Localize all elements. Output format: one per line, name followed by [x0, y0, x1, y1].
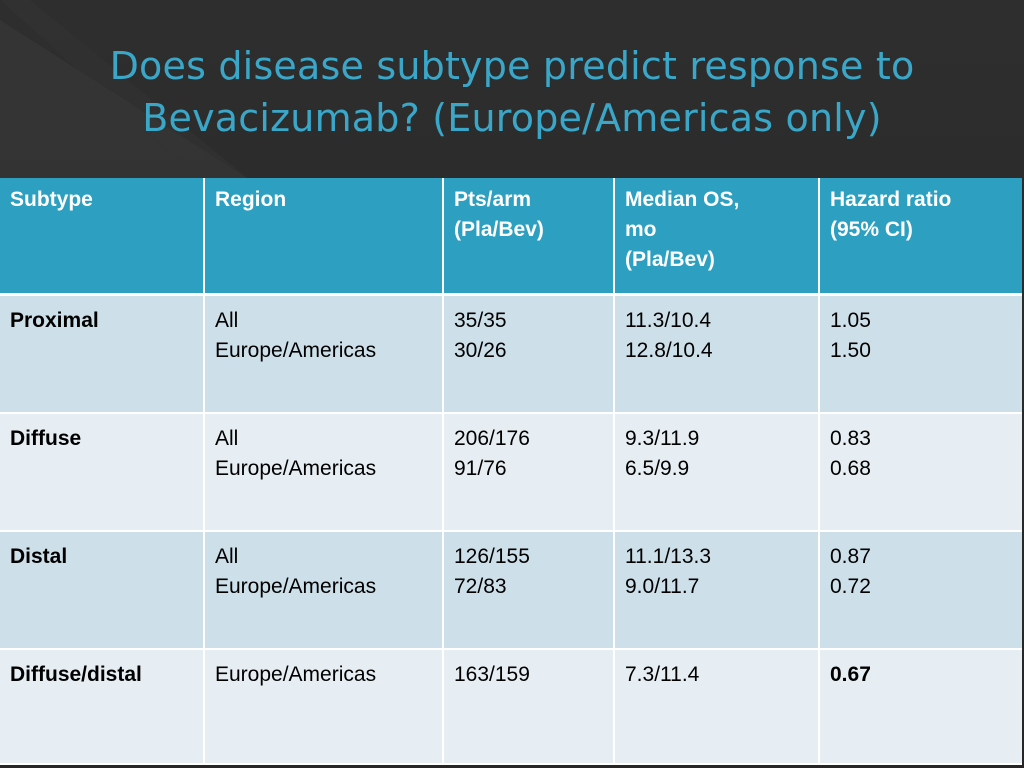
median-os-line-2: 12.8/10.4	[625, 339, 713, 362]
pts-arm-line-1: 35/35	[454, 309, 507, 332]
slide-title-line-2: Bevacizumab? (Europe/Americas only)	[142, 96, 882, 140]
slide-title: Does disease subtype predict response to…	[30, 40, 994, 144]
table-row-distal: Distal All Europe/Americas 126/155 72/83…	[0, 530, 1022, 650]
cell-subtype: Proximal	[0, 294, 205, 414]
cell-region: All Europe/Americas	[204, 530, 444, 650]
subtype-label: Proximal	[10, 309, 99, 332]
cell-hazard-ratio: 0.67	[819, 648, 1022, 765]
cell-region: Europe/Americas	[204, 648, 444, 765]
header-hazard-ratio-line-2: (95% CI)	[830, 218, 913, 241]
table-header-row: Subtype Region Pts/arm (Pla/Bev) Median …	[0, 178, 1022, 296]
subtype-label: Diffuse/distal	[10, 662, 142, 686]
subtype-label: Distal	[10, 544, 68, 568]
cell-pts-arm: 35/35 30/26	[443, 294, 615, 414]
region-line-1: Europe/Americas	[215, 662, 377, 686]
pts-arm-line-1: 163/159	[454, 662, 530, 686]
header-region-line: Region	[215, 188, 287, 211]
median-os-line-1: 11.3/10.4	[625, 309, 712, 332]
pts-arm-line-1: 206/176	[454, 426, 530, 450]
hazard-ratio-line-2: 1.50	[830, 339, 871, 362]
header-median-os: Median OS, mo (Pla/Bev)	[614, 178, 820, 296]
median-os-line-1: 7.3/11.4	[625, 662, 700, 686]
region-line-2: Europe/Americas	[215, 456, 377, 480]
cell-hazard-ratio: 0.87 0.72	[819, 530, 1022, 650]
header-median-os-line-1: Median OS,	[625, 188, 740, 211]
header-region: Region	[204, 178, 444, 296]
header-pts-arm-line-1: Pts/arm	[454, 188, 532, 211]
header-subtype: Subtype	[0, 178, 205, 296]
header-median-os-line-2: mo	[625, 218, 657, 241]
cell-region: All Europe/Americas	[204, 412, 444, 532]
cell-pts-arm: 206/176 91/76	[443, 412, 615, 532]
table-row-proximal: Proximal All Europe/Americas 35/35 30/26…	[0, 294, 1022, 414]
slide-title-line-1: Does disease subtype predict response to	[109, 44, 915, 88]
subtype-response-table: Subtype Region Pts/arm (Pla/Bev) Median …	[0, 178, 1022, 765]
pts-arm-line-2: 30/26	[454, 339, 507, 362]
header-pts-arm-line-2: (Pla/Bev)	[454, 218, 544, 241]
median-os-line-1: 11.1/13.3	[625, 544, 712, 568]
cell-median-os: 11.1/13.3 9.0/11.7	[614, 530, 820, 650]
cell-subtype: Diffuse	[0, 412, 205, 532]
cell-region: All Europe/Americas	[204, 294, 444, 414]
hazard-ratio-line-1: 0.67	[830, 662, 871, 686]
region-line-2: Europe/Americas	[215, 339, 377, 362]
hazard-ratio-line-2: 0.72	[830, 574, 871, 598]
cell-pts-arm: 163/159	[443, 648, 615, 765]
cell-median-os: 11.3/10.4 12.8/10.4	[614, 294, 820, 414]
cell-pts-arm: 126/155 72/83	[443, 530, 615, 650]
header-median-os-line-3: (Pla/Bev)	[625, 248, 715, 271]
median-os-line-1: 9.3/11.9	[625, 426, 700, 450]
table-row-diffuse: Diffuse All Europe/Americas 206/176 91/7…	[0, 412, 1022, 532]
cell-subtype: Diffuse/distal	[0, 648, 205, 765]
region-line-1: All	[215, 544, 239, 568]
pts-arm-line-1: 126/155	[454, 544, 530, 568]
hazard-ratio-line-2: 0.68	[830, 456, 871, 480]
median-os-line-2: 6.5/9.9	[625, 456, 690, 480]
subtype-label: Diffuse	[10, 426, 82, 450]
cell-median-os: 9.3/11.9 6.5/9.9	[614, 412, 820, 532]
region-line-1: All	[215, 426, 239, 450]
cell-hazard-ratio: 1.05 1.50	[819, 294, 1022, 414]
cell-subtype: Distal	[0, 530, 205, 650]
region-line-2: Europe/Americas	[215, 574, 377, 598]
header-pts-arm: Pts/arm (Pla/Bev)	[443, 178, 615, 296]
cell-hazard-ratio: 0.83 0.68	[819, 412, 1022, 532]
header-hazard-ratio-line-1: Hazard ratio	[830, 188, 952, 211]
cell-median-os: 7.3/11.4	[614, 648, 820, 765]
hazard-ratio-line-1: 0.87	[830, 544, 871, 568]
background-diagonal-shape	[0, 0, 250, 180]
header-subtype-line: Subtype	[10, 188, 93, 211]
region-line-1: All	[215, 309, 239, 332]
table-row-diffuse-distal: Diffuse/distal Europe/Americas 163/159 7…	[0, 648, 1022, 765]
header-hazard-ratio: Hazard ratio (95% CI)	[819, 178, 1022, 296]
pts-arm-line-2: 91/76	[454, 456, 507, 480]
pts-arm-line-2: 72/83	[454, 574, 507, 598]
hazard-ratio-line-1: 1.05	[830, 309, 871, 332]
hazard-ratio-line-1: 0.83	[830, 426, 871, 450]
median-os-line-2: 9.0/11.7	[625, 574, 700, 598]
